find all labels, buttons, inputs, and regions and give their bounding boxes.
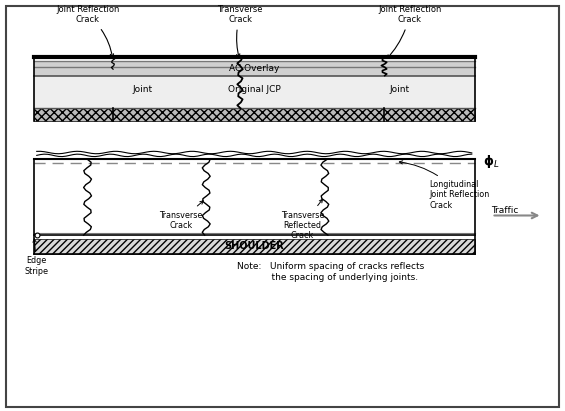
Text: Joint Reflection
Crack: Joint Reflection Crack <box>378 5 441 58</box>
Text: $\mathbf{\phi}_L$: $\mathbf{\phi}_L$ <box>483 152 499 170</box>
Bar <box>34 61 475 76</box>
Text: Joint: Joint <box>390 85 410 95</box>
Text: Traffic: Traffic <box>492 206 519 215</box>
Text: Note:   Uniform spacing of cracks reflects
            the spacing of underlying: Note: Uniform spacing of cracks reflects… <box>237 262 424 282</box>
Text: Transverse
Crack: Transverse Crack <box>159 201 203 230</box>
Text: Edge
Stripe: Edge Stripe <box>25 239 49 276</box>
Bar <box>34 159 475 233</box>
Text: AC Overlay: AC Overlay <box>229 64 280 73</box>
Text: Joint Reflection
Crack: Joint Reflection Crack <box>56 5 119 57</box>
Text: Joint: Joint <box>133 85 153 95</box>
Bar <box>34 109 475 120</box>
Text: SHOULDER: SHOULDER <box>224 241 284 252</box>
Text: Transverse
Crack: Transverse Crack <box>218 5 263 58</box>
Text: Longitudinal
Joint Reflection
Crack: Longitudinal Joint Reflection Crack <box>399 161 490 210</box>
Bar <box>34 76 475 109</box>
Text: Transverse
Reflected
Crack: Transverse Reflected Crack <box>281 199 324 240</box>
Bar <box>34 239 475 254</box>
Text: Original JCP: Original JCP <box>228 85 281 95</box>
